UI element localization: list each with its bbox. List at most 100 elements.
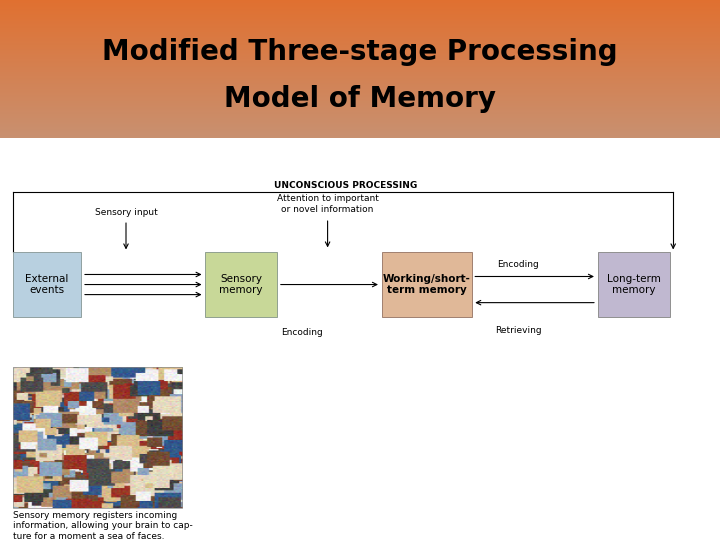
Bar	[0, 26, 720, 27]
Bar	[0, 53, 720, 55]
Bar	[0, 73, 720, 75]
Bar	[0, 63, 720, 64]
Bar	[0, 51, 720, 52]
Bar	[0, 27, 720, 28]
Bar	[0, 61, 720, 62]
Bar	[0, 39, 720, 40]
Bar	[0, 96, 720, 97]
Bar	[0, 86, 720, 87]
Bar	[0, 102, 720, 103]
Bar	[0, 123, 720, 124]
Bar	[0, 12, 720, 13]
Bar	[0, 101, 720, 102]
Bar	[0, 23, 720, 24]
Bar	[0, 50, 720, 51]
Bar	[0, 5, 720, 6]
Bar	[0, 88, 720, 89]
Bar	[0, 133, 720, 134]
Bar	[0, 43, 720, 44]
Bar	[0, 120, 720, 121]
Bar	[0, 80, 720, 81]
Text: Encoding: Encoding	[498, 260, 539, 269]
Bar	[0, 13, 720, 14]
Bar	[0, 76, 720, 77]
Bar	[0, 67, 720, 68]
Text: Sensory input: Sensory input	[94, 207, 158, 217]
Bar	[0, 69, 720, 70]
Bar	[0, 28, 720, 29]
Bar	[0, 97, 720, 98]
Bar	[0, 44, 720, 45]
Bar	[0, 33, 720, 35]
Bar	[0, 18, 720, 19]
Bar	[0, 105, 720, 106]
Text: Sensory
memory: Sensory memory	[220, 274, 263, 295]
Bar	[0, 72, 720, 73]
Bar	[0, 10, 720, 11]
Bar	[0, 64, 720, 65]
Bar	[0, 134, 720, 135]
Bar	[0, 116, 720, 117]
Bar	[0, 37, 720, 38]
Bar	[0, 84, 720, 85]
Bar	[0, 127, 720, 128]
Bar	[0, 71, 720, 72]
Bar	[0, 91, 720, 92]
Bar	[0, 29, 720, 30]
Bar	[0, 83, 720, 84]
Bar	[0, 119, 720, 120]
Bar	[0, 2, 720, 3]
Text: Encoding: Encoding	[282, 328, 323, 338]
Bar	[0, 89, 720, 90]
Bar	[0, 25, 720, 26]
Bar	[0, 47, 720, 48]
Text: Attention to important
or novel information: Attention to important or novel informat…	[276, 194, 379, 214]
Bar	[0, 68, 720, 69]
Bar	[0, 98, 720, 99]
Bar	[0, 79, 720, 80]
Bar	[0, 4, 720, 5]
Bar	[0, 59, 720, 60]
Bar	[0, 110, 720, 111]
Bar	[0, 24, 720, 25]
Bar	[0, 137, 720, 138]
Bar	[0, 100, 720, 101]
Bar	[0, 14, 720, 15]
Bar	[0, 131, 720, 132]
Bar	[0, 8, 720, 9]
Bar	[0, 82, 720, 83]
Bar	[0, 122, 720, 123]
Bar	[0, 112, 720, 113]
Bar	[0, 66, 720, 67]
Bar	[0, 62, 720, 63]
Text: Long-term
memory: Long-term memory	[607, 274, 660, 295]
Bar	[0, 99, 720, 100]
Bar	[0, 70, 720, 71]
Bar	[0, 118, 720, 119]
Bar	[0, 56, 720, 57]
Bar	[0, 87, 720, 88]
Bar	[0, 115, 720, 116]
Bar	[0, 125, 720, 126]
Bar	[0, 107, 720, 108]
Bar	[0, 55, 720, 56]
Bar	[0, 0, 720, 1]
Bar	[0, 75, 720, 76]
Bar	[0, 136, 720, 137]
Bar	[0, 132, 720, 133]
Bar	[0, 128, 720, 129]
Bar	[0, 95, 720, 96]
Bar	[0, 21, 720, 22]
Text: Model of Memory: Model of Memory	[224, 85, 496, 113]
Bar	[0, 78, 720, 79]
Bar	[0, 3, 720, 4]
Text: Sensory memory registers incoming
information, allowing your brain to cap-
ture : Sensory memory registers incoming inform…	[13, 511, 193, 540]
Bar	[0, 1, 720, 2]
Bar	[0, 65, 720, 66]
Bar	[0, 135, 720, 136]
Bar	[0, 113, 720, 114]
Bar	[0, 85, 720, 86]
Bar	[0, 32, 720, 33]
Bar	[13, 252, 81, 317]
Bar	[0, 11, 720, 12]
